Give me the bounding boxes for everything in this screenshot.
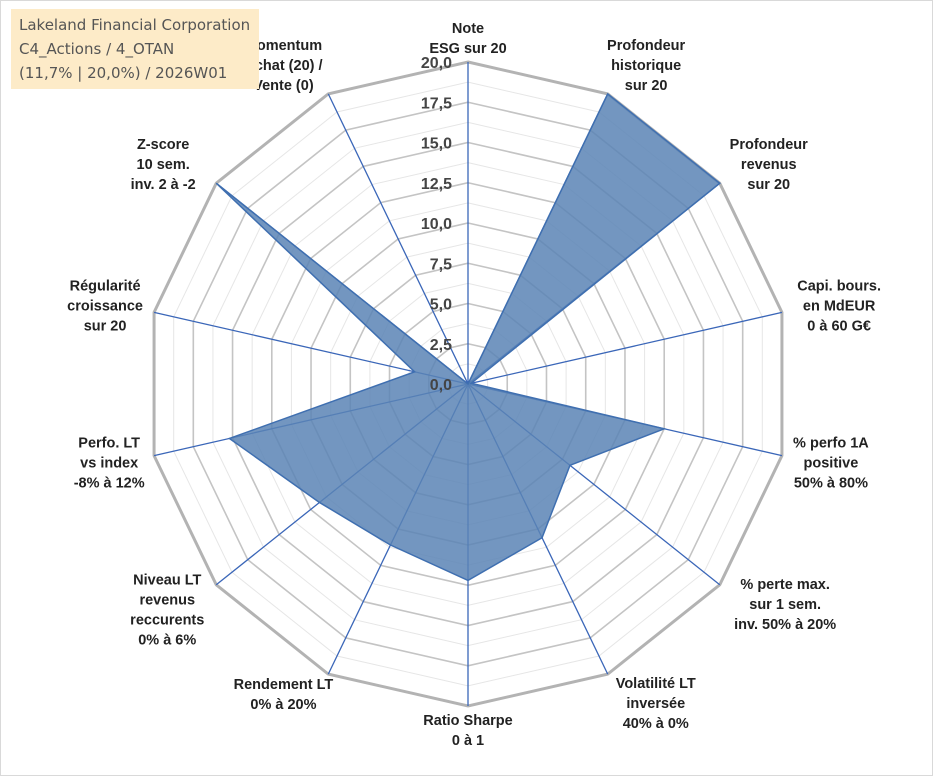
axis-label: Profondeur historique sur 20	[607, 38, 685, 94]
axis-label: Volatilité LT inversée 40% à 0%	[616, 676, 696, 732]
axis-label: Niveau LT revenus reccurents 0% à 6%	[130, 572, 204, 648]
axis-spoke	[467, 311, 783, 385]
axis-label: Z-score 10 sem. inv. 2 à -2	[131, 137, 196, 193]
axis-label: Rendement LT 0% à 20%	[234, 677, 334, 713]
axis-label: Perfo. LT vs index -8% à 12%	[74, 435, 145, 491]
info-box: Lakeland Financial Corporation C4_Action…	[11, 9, 259, 89]
radial-ticks: 0,0 2,5 5,0 7,5 10,0 12,5 15,0 17,5 20,0	[421, 55, 452, 394]
company-name: Lakeland Financial Corporation	[19, 16, 251, 34]
axis-label: Note ESG sur 20	[429, 21, 506, 57]
score-period: (11,7% | 20,0%) / 2026W01	[19, 64, 228, 82]
axis-labels: Note ESG sur 20 Profondeur historique sur 20…	[67, 21, 881, 749]
tick-label: 0,0	[430, 377, 452, 394]
axis-label: Ratio Sharpe 0 à 1	[423, 713, 512, 749]
tick-label: 7,5	[430, 256, 452, 273]
axis-label: % perfo 1A positive 50% à 80%	[793, 435, 869, 491]
tick-label: 17,5	[421, 95, 452, 112]
tick-label: 20,0	[421, 55, 452, 72]
axis-label: Momentum Achat (20) / Vente (0)	[244, 38, 322, 94]
tick-label: 12,5	[421, 176, 452, 193]
portfolio-code: C4_Actions / 4_OTAN	[19, 40, 175, 58]
data-area	[215, 92, 721, 582]
radar-series	[215, 92, 721, 582]
axis-label: Capi. bours. en MdEUR 0 à 60 G€	[797, 279, 881, 335]
tick-label: 15,0	[421, 136, 452, 153]
axis-label: Profondeur revenus sur 20	[730, 137, 808, 193]
axis-label: Régularité croissance sur 20	[67, 279, 143, 335]
tick-label: 2,5	[430, 337, 452, 354]
tick-label: 10,0	[421, 216, 452, 233]
axis-label: % perte max. sur 1 sem. inv. 50% à 20%	[734, 577, 836, 633]
tick-label: 5,0	[430, 297, 452, 314]
axis-spoke	[327, 93, 469, 385]
